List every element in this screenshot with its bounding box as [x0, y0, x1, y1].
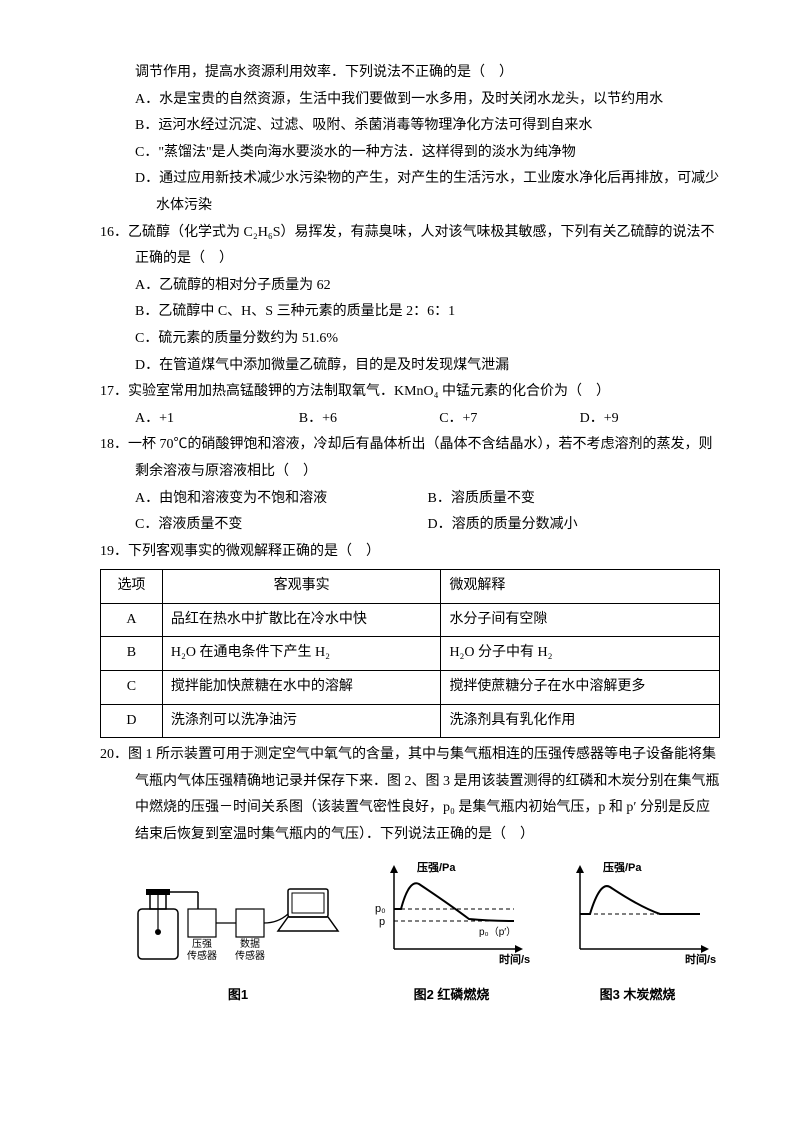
figure-2: 压强/Pa 时间/s p₀ p p₀（p′） 图2 红磷燃烧 — [369, 859, 534, 1008]
q19-th2: 微观解释 — [441, 570, 720, 604]
fig2-caption: 图2 红磷燃烧 — [369, 983, 534, 1008]
q15-optD: D．通过应用新技术减少水污染物的产生，对产生的生活污水，工业废水净化后再排放，可… — [135, 166, 720, 219]
q18-optB: B．溶质质量不变 — [428, 486, 721, 513]
q17-optC: C．+7 — [439, 406, 579, 433]
svg-text:传感器: 传感器 — [235, 949, 265, 962]
q18-row2: C．溶液质量不变 D．溶质的质量分数减小 — [135, 512, 720, 539]
q19-r0c2: 水分子间有空隙 — [441, 603, 720, 637]
svg-text:p₀: p₀ — [375, 903, 386, 915]
q17-optA: A．+1 — [135, 406, 299, 433]
q16-optD: D．在管道煤气中添加微量乙硫醇，目的是及时发现煤气泄漏 — [135, 353, 720, 380]
svg-text:压强: 压强 — [192, 938, 212, 950]
svg-text:时间/s: 时间/s — [499, 952, 530, 966]
q15-optB: B．运河水经过沉淀、过滤、吸附、杀菌消毒等物理净化方法可得到自来水 — [135, 113, 720, 140]
q19-r2c0: C — [101, 671, 163, 705]
q17-optB: B．+6 — [299, 406, 439, 433]
fig1-caption: 图1 — [128, 983, 348, 1008]
fig3-caption: 图3 木炭燃烧 — [555, 983, 720, 1008]
svg-text:数据: 数据 — [240, 937, 260, 950]
q19-table: 选项 客观事实 微观解释 A 品红在热水中扩散比在冷水中快 水分子间有空隙 B … — [100, 569, 720, 738]
q19-r1c1: H₂O 在通电条件下产生 H₂ — [162, 637, 441, 671]
figure-1: 压强 传感器 数据 传感器 图1 — [128, 859, 348, 1008]
q19-r3c1: 洗涤剂可以洗净油污 — [162, 704, 441, 738]
q15-optC: C．"蒸馏法"是人类向海水要淡水的一种方法．这样得到的淡水为纯净物 — [135, 140, 720, 167]
q18-stem: 18．一杯 70℃的硝酸钾饱和溶液，冷却后有晶体析出（晶体不含结晶水），若不考虑… — [100, 432, 720, 485]
q18-row1: A．由饱和溶液变为不饱和溶液 B．溶质质量不变 — [135, 486, 720, 513]
q18-optD: D．溶质的质量分数减小 — [428, 512, 721, 539]
q19-r0c1: 品红在热水中扩散比在冷水中快 — [162, 603, 441, 637]
q19-stem: 19．下列客观事实的微观解释正确的是（ ） — [100, 539, 720, 566]
q19-r3c0: D — [101, 704, 163, 738]
q19-r1c2: H₂O 分子中有 H₂ — [441, 637, 720, 671]
q19-th1: 客观事实 — [162, 570, 441, 604]
q16-optA: A．乙硫醇的相对分子质量为 62 — [135, 273, 720, 300]
q15-cont: 调节作用，提高水资源利用效率．下列说法不正确的是（ ） — [135, 60, 720, 87]
q19-r0c0: A — [101, 603, 163, 637]
q16-optC: C．硫元素的质量分数约为 51.6% — [135, 326, 720, 353]
q18-optA: A．由饱和溶液变为不饱和溶液 — [135, 486, 428, 513]
svg-text:压强/Pa: 压强/Pa — [603, 860, 642, 874]
q19-r2c1: 搅拌能加快蔗糖在水中的溶解 — [162, 671, 441, 705]
q19-r2c2: 搅拌使蔗糖分子在水中溶解更多 — [441, 671, 720, 705]
svg-text:压强/Pa: 压强/Pa — [417, 860, 456, 874]
q17-stem: 17．实验室常用加热高锰酸钾的方法制取氧气．KMnO₄ 中锰元素的化合价为（ ） — [100, 379, 720, 406]
svg-text:时间/s: 时间/s — [685, 952, 716, 966]
figure-3: 压强/Pa 时间/s 图3 木炭燃烧 — [555, 859, 720, 1008]
figure-row: 压强 传感器 数据 传感器 图1 压强/Pa 时间/s — [128, 859, 720, 1008]
q17-optD: D．+9 — [580, 406, 720, 433]
svg-text:p: p — [379, 916, 385, 928]
svg-text:p₀（p′）: p₀（p′） — [479, 926, 516, 938]
q18-optC: C．溶液质量不变 — [135, 512, 428, 539]
q16-stem: 16．乙硫醇（化学式为 C₂H₆S）易挥发，有蒜臭味，人对该气味极其敏感，下列有… — [100, 220, 720, 273]
svg-text:传感器: 传感器 — [187, 949, 217, 962]
q19-r1c0: B — [101, 637, 163, 671]
q15-optA: A．水是宝贵的自然资源，生活中我们要做到一水多用，及时关闭水龙头，以节约用水 — [135, 87, 720, 114]
q19-th0: 选项 — [101, 570, 163, 604]
q19-r3c2: 洗涤剂具有乳化作用 — [441, 704, 720, 738]
q20-stem: 20．图 1 所示装置可用于测定空气中氧气的含量，其中与集气瓶相连的压强传感器等… — [100, 742, 720, 848]
q17-options: A．+1 B．+6 C．+7 D．+9 — [135, 406, 720, 433]
q16-optB: B．乙硫醇中 C、H、S 三种元素的质量比是 2：6：1 — [135, 299, 720, 326]
